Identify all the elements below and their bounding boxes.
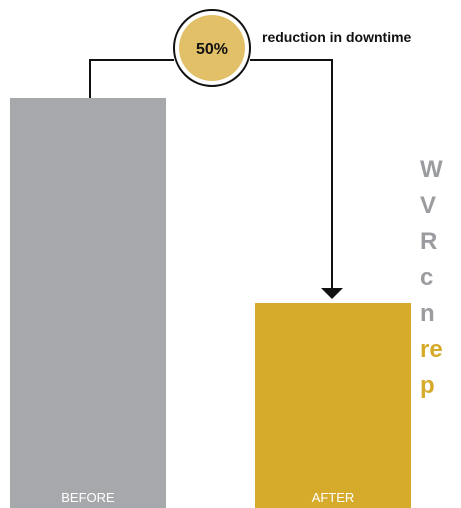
- side-text-line-highlight: re: [420, 336, 443, 363]
- side-text-line-highlight: p: [420, 372, 435, 399]
- bar-label: AFTER: [312, 490, 355, 505]
- side-text-line: W: [420, 156, 443, 183]
- callout-circle: [179, 15, 245, 81]
- after-bar: [255, 303, 411, 508]
- connector-line-left: [89, 59, 174, 98]
- side-text-line: c: [420, 264, 434, 291]
- side-text-line: n: [420, 300, 435, 327]
- connector-line-right: [250, 59, 333, 289]
- callout-value: 50%: [196, 41, 228, 58]
- arrow-head: [321, 288, 343, 299]
- side-text-line: R: [420, 228, 438, 255]
- side-text-line: V: [420, 192, 437, 219]
- callout-annotation: reduction in downtime: [262, 29, 412, 45]
- bar-label: BEFORE: [61, 490, 115, 505]
- side-text: W V R c n re p: [420, 152, 443, 404]
- before-bar: [10, 98, 166, 508]
